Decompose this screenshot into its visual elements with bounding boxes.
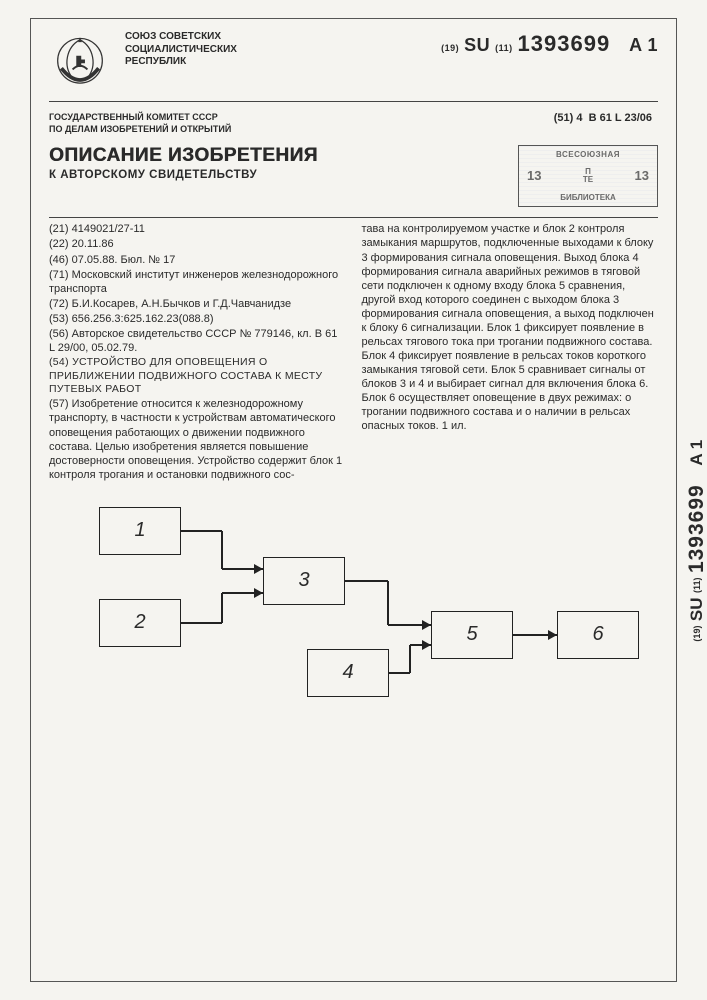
side-publication-code: (19) SU (11) 1393699 A 1 [685,440,707,642]
stamp-left-num: 13 [527,168,541,186]
connector-line [221,593,223,623]
state-emblem-icon [49,31,111,93]
field-72: (72) Б.И.Косарев, А.Н.Бычков и Г.Д.Чавча… [49,297,346,311]
side-number: 1393699 [685,484,707,573]
field-21: (21) 4149021/27-11 [49,222,346,236]
issuer-line: СОЦИАЛИСТИЧЕСКИХ [125,44,237,57]
pub-country: SU [464,35,490,55]
stamp-mid1: П [585,167,591,176]
committee-line: ГОСУДАРСТВЕННЫЙ КОМИТЕТ СССР [49,112,536,124]
right-column: тава на контролируемом участке и блок 2 … [362,222,659,482]
pub-prefix: (19) [441,43,459,53]
stamp-mid2: ТЕ [583,175,593,184]
body-columns: (21) 4149021/27-11 (22) 20.11.86 (46) 07… [31,218,676,482]
connector-line [181,530,222,532]
field-57b: тава на контролируемом участке и блок 2 … [362,223,654,432]
connector-line [181,622,222,624]
side-kind: A 1 [687,440,707,466]
diagram-box-5: 5 [431,611,513,659]
left-column: (21) 4149021/27-11 (22) 20.11.86 (46) 07… [49,222,346,482]
arrowhead-icon [254,588,263,598]
diagram-box-1: 1 [99,507,181,555]
stamp-top: ВСЕСОЮЗНАЯ [523,150,653,159]
issuer: СОЮЗ СОВЕТСКИХ СОЦИАЛИСТИЧЕСКИХ РЕСПУБЛИ… [125,31,237,69]
title-block: ОПИСАНИЕ ИЗОБРЕТЕНИЯ К АВТОРСКОМУ СВИДЕТ… [31,139,676,217]
ipc-code: (51) 4 B 61 L 23/06 [554,102,676,139]
field-57a: (57) Изобретение относится к железнодоро… [49,397,346,481]
diagram-box-3: 3 [263,557,345,605]
field-22: (22) 20.11.86 [49,237,346,251]
arrowhead-icon [254,564,263,574]
page-frame: СОЮЗ СОВЕТСКИХ СОЦИАЛИСТИЧЕСКИХ РЕСПУБЛИ… [30,18,677,982]
titles: ОПИСАНИЕ ИЗОБРЕТЕНИЯ К АВТОРСКОМУ СВИДЕТ… [49,145,500,181]
field-71: (71) Московский институт инженеров желез… [49,268,346,296]
side-mid: (11) [692,578,702,594]
arrowhead-icon [422,640,431,650]
connector-line [389,672,410,674]
field-46: (46) 07.05.88. Бюл. № 17 [49,253,346,267]
ipc-value: B 61 L 23/06 [589,112,652,124]
connector-line [387,581,389,625]
committee: ГОСУДАРСТВЕННЫЙ КОМИТЕТ СССР ПО ДЕЛАМ ИЗ… [31,102,554,139]
pub-kind: A 1 [629,35,658,55]
publication-number: (19) SU (11) 1393699 A 1 [441,31,658,57]
field-53: (53) 656.256.3:625.162.23(088.8) [49,312,346,326]
issuer-line: РЕСПУБЛИК [125,56,237,69]
pub-num: 1393699 [518,31,611,56]
side-country: SU [687,597,706,621]
issuer-line: СОЮЗ СОВЕТСКИХ [125,31,237,44]
library-stamp: ВСЕСОЮЗНАЯ 13 П ТЕ 13 БИБЛИОТЕКА [518,145,658,207]
header: СОЮЗ СОВЕТСКИХ СОЦИАЛИСТИЧЕСКИХ РЕСПУБЛИ… [31,19,676,101]
field-54: (54) УСТРОЙСТВО ДЛЯ ОПОВЕЩЕНИЯ О ПРИБЛИЖ… [49,356,346,396]
doc-subtitle: К АВТОРСКОМУ СВИДЕТЕЛЬСТВУ [49,169,500,181]
ipc-prefix: (51) 4 [554,112,583,124]
arrowhead-icon [548,630,557,640]
connector-line [409,645,411,673]
pub-mid: (11) [495,43,513,53]
side-prefix: (19) [692,626,702,642]
stamp-right-num: 13 [635,168,649,186]
field-56: (56) Авторское свидетельство СССР № 7791… [49,327,346,355]
diagram-box-4: 4 [307,649,389,697]
diagram-box-2: 2 [99,599,181,647]
block-diagram: 1 2 3 456 [71,499,636,749]
stamp-bottom: БИБЛИОТЕКА [523,193,653,202]
arrowhead-icon [422,620,431,630]
diagram-box-6: 6 [557,611,639,659]
connector-line [221,531,223,569]
connector-line [345,580,388,582]
doc-title: ОПИСАНИЕ ИЗОБРЕТЕНИЯ [49,145,500,167]
committee-line: ПО ДЕЛАМ ИЗОБРЕТЕНИЙ И ОТКРЫТИЙ [49,124,536,136]
